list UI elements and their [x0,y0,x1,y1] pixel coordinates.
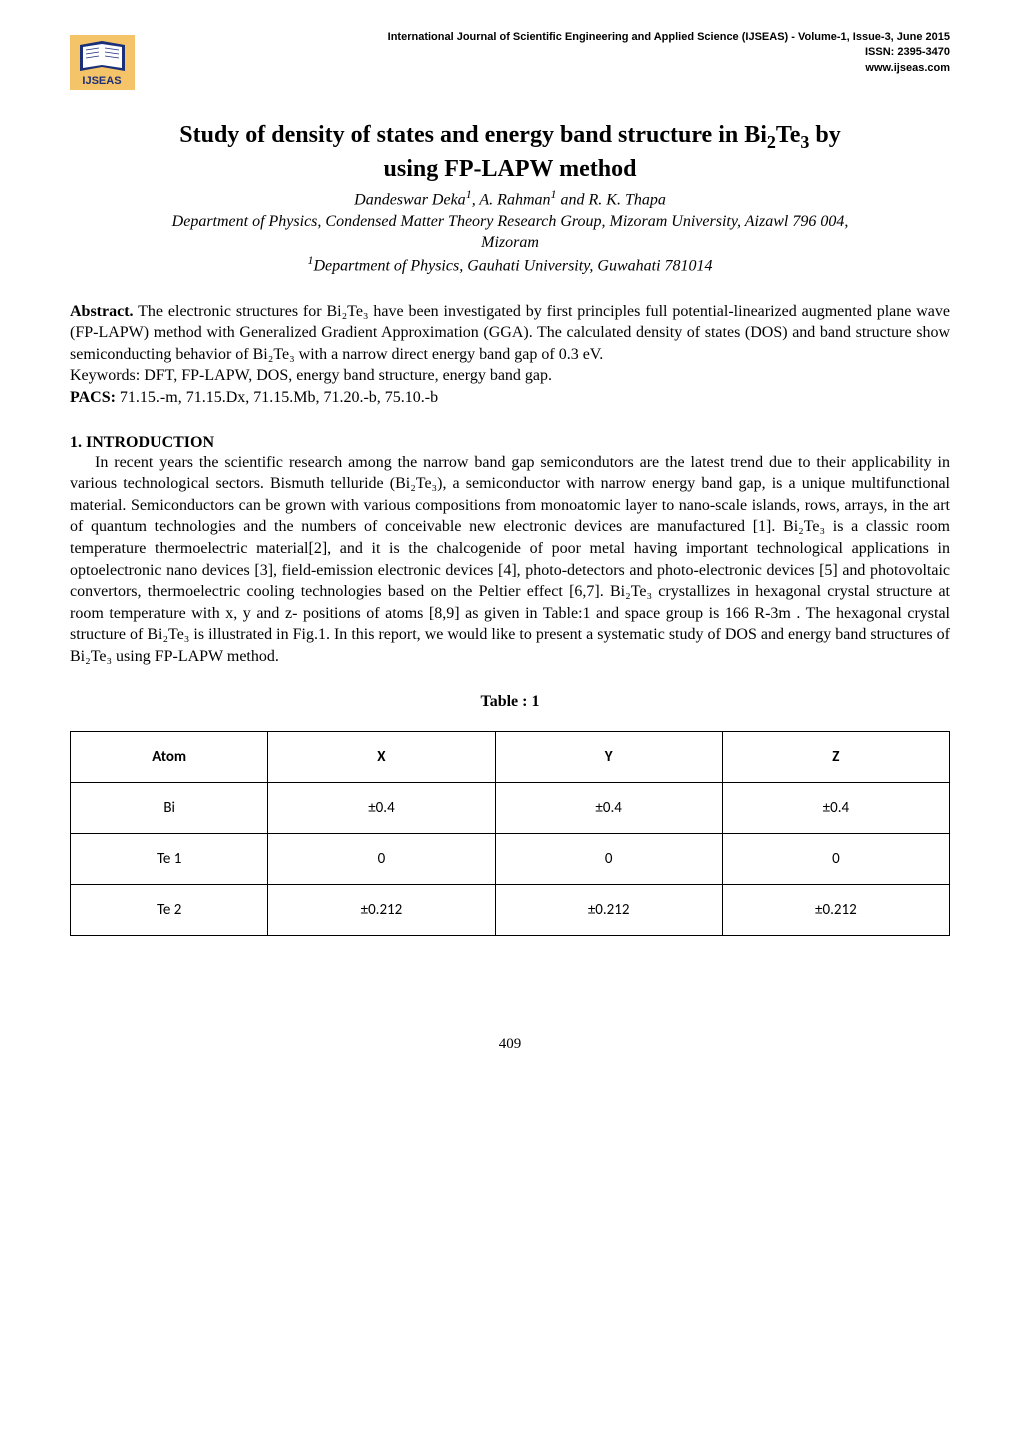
table-cell: 0 [495,833,722,884]
atomic-positions-table: Atom X Y Z Bi ±0.4 ±0.4 ±0.4 Te 1 0 0 0 … [70,731,950,936]
journal-info: International Journal of Scientific Engi… [150,30,950,76]
table-cell: ±0.212 [268,884,495,935]
table-cell: ±0.4 [722,782,949,833]
journal-issn: ISSN: 2395-3470 [150,45,950,60]
authors-line: Dandeswar Deka1, A. Rahman1 and R. K. Th… [70,187,950,209]
table-header: Z [722,731,949,782]
svg-text:IJSEAS: IJSEAS [82,75,121,87]
table-cell: ±0.4 [495,782,722,833]
table-row: Te 2 ±0.212 ±0.212 ±0.212 [71,884,950,935]
journal-name: International Journal of Scientific Engi… [150,30,950,45]
section-1-body: In recent years the scientific research … [70,452,950,668]
keywords-line: Keywords: DFT, FP-LAPW, DOS, energy band… [70,365,950,387]
pacs-line: PACS: 71.15.-m, 71.15.Dx, 71.15.Mb, 71.2… [70,387,950,409]
table-cell: 0 [722,833,949,884]
table-cell: Te 2 [71,884,268,935]
table-cell: ±0.212 [722,884,949,935]
abstract-paragraph: Abstract. The electronic structures for … [70,301,950,366]
table-header: X [268,731,495,782]
affiliation-1: Department of Physics, Condensed Matter … [70,212,950,254]
page-number: 409 [70,1036,950,1053]
table-cell: ±0.4 [268,782,495,833]
ijseas-logo: IJSEAS [70,35,135,90]
table-header-row: Atom X Y Z [71,731,950,782]
table-cell: Te 1 [71,833,268,884]
abstract-label: Abstract. [70,303,134,320]
table-cell: 0 [268,833,495,884]
affiliation-2: 1Department of Physics, Gauhati Universi… [70,253,950,275]
table-cell: ±0.212 [495,884,722,935]
table-row: Te 1 0 0 0 [71,833,950,884]
table-caption: Table : 1 [70,693,950,711]
table-cell: Bi [71,782,268,833]
table-header: Y [495,731,722,782]
section-1-heading: 1. INTRODUCTION [70,434,950,452]
paper-title: Study of density of states and energy ba… [70,120,950,185]
table-row: Bi ±0.4 ±0.4 ±0.4 [71,782,950,833]
header-row: IJSEAS International Journal of Scientif… [70,30,950,90]
table-header: Atom [71,731,268,782]
journal-website: www.ijseas.com [150,61,950,76]
abstract-section: Abstract. The electronic structures for … [70,301,950,409]
abstract-text: The electronic structures for Bi₂Te₃ hav… [70,303,950,363]
